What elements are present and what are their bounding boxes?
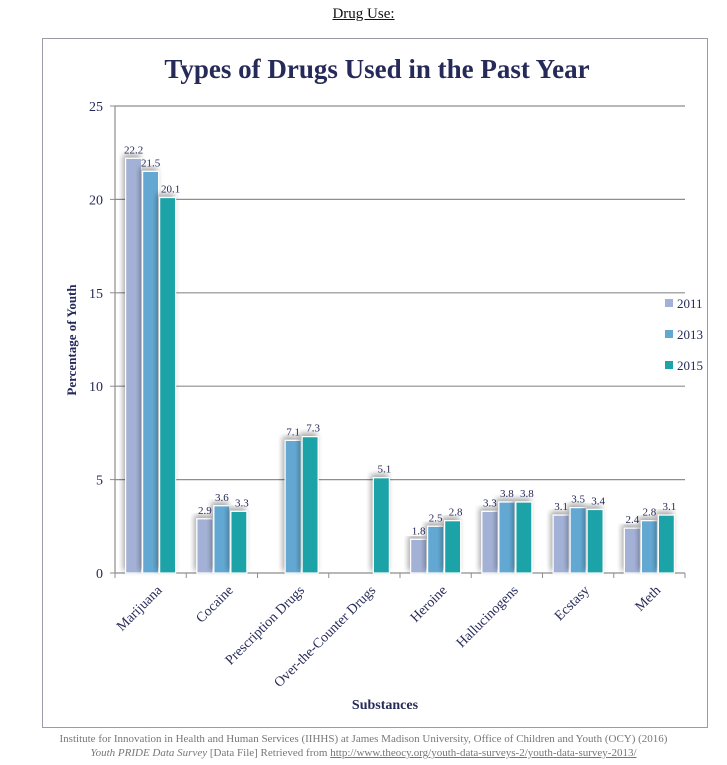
legend-swatch-2015 (665, 361, 673, 369)
bar-2015 (657, 514, 675, 574)
bar-2015 (515, 501, 533, 574)
y-tick-label: 25 (89, 100, 103, 115)
y-tick-label: 15 (89, 287, 103, 302)
data-label: 2.9 (198, 505, 212, 517)
data-label: 3.3 (483, 497, 497, 509)
x-tick-label: Heroine (408, 583, 450, 625)
bar-2015 (444, 520, 462, 574)
data-label: 3.5 (571, 494, 585, 506)
x-tick-label: Hallucinogens (454, 583, 522, 651)
bar-2011 (623, 527, 641, 574)
data-label: 3.8 (500, 488, 514, 500)
bar-2011 (125, 157, 143, 574)
bar-2013 (142, 170, 160, 574)
x-tick-label: Cocaine (194, 583, 237, 626)
bar-2011 (552, 514, 570, 574)
data-label: 3.3 (235, 497, 249, 509)
data-label: 2.8 (449, 507, 463, 519)
bar-2013 (427, 525, 445, 574)
data-label: 7.1 (286, 426, 300, 438)
chart-title: Types of Drugs Used in the Past Year (164, 54, 589, 84)
data-label: 2.4 (626, 514, 640, 526)
x-tick-label: Marijuana (114, 583, 166, 635)
y-tick-label: 5 (96, 474, 103, 489)
bar-2015 (586, 508, 604, 574)
citation-text: [Data File] Retrieved from (207, 747, 331, 759)
legend-label-2011: 2011 (677, 296, 703, 311)
citation-line-1: Institute for Innovation in Health and H… (59, 733, 668, 745)
bar-2011 (196, 518, 214, 574)
data-label: 7.3 (306, 423, 320, 435)
data-label: 22.2 (124, 144, 143, 156)
y-axis-label: Percentage of Youth (64, 284, 79, 396)
bar-2015 (230, 510, 248, 574)
data-label: 3.6 (215, 492, 229, 504)
data-label: 1.8 (412, 525, 426, 537)
x-tick-label: Ecstasy (552, 583, 593, 624)
citation-survey-name: Youth PRIDE Data Survey (90, 747, 208, 759)
bar-2013 (640, 520, 658, 574)
page-heading: Drug Use: (332, 6, 395, 22)
bar-2015 (159, 196, 177, 574)
citation-line-2: Youth PRIDE Data Survey [Data File] Retr… (0, 747, 727, 759)
bar-2013 (569, 507, 587, 574)
bar-2013 (213, 505, 231, 574)
data-label: 3.4 (591, 495, 605, 507)
data-label: 2.5 (429, 512, 443, 524)
y-tick-label: 20 (89, 193, 103, 208)
data-label: 5.1 (378, 464, 392, 476)
bar-2013 (284, 439, 302, 574)
legend-swatch-2011 (665, 299, 673, 307)
y-tick-label: 10 (89, 380, 103, 395)
bar-2011 (410, 538, 428, 574)
bar-2015 (372, 477, 390, 574)
legend-swatch-2013 (665, 330, 673, 338)
legend-label-2015: 2015 (677, 358, 703, 373)
data-label: 3.8 (520, 488, 534, 500)
data-label: 3.1 (663, 501, 677, 513)
data-label: 20.1 (161, 184, 180, 196)
bar-2011 (481, 510, 499, 574)
x-axis-label: Substances (352, 698, 419, 713)
bar-2013 (498, 501, 516, 574)
x-tick-label: Meth (633, 583, 665, 615)
citation-link[interactable]: http://www.theocy.org/youth-data-surveys… (330, 747, 637, 759)
data-label: 3.1 (554, 501, 568, 513)
y-tick-label: 0 (96, 567, 103, 582)
chart-frame (42, 38, 708, 728)
data-label: 21.5 (141, 157, 161, 169)
data-label: 2.8 (643, 507, 657, 519)
bar-2015 (301, 436, 319, 574)
legend-label-2013: 2013 (677, 327, 703, 342)
